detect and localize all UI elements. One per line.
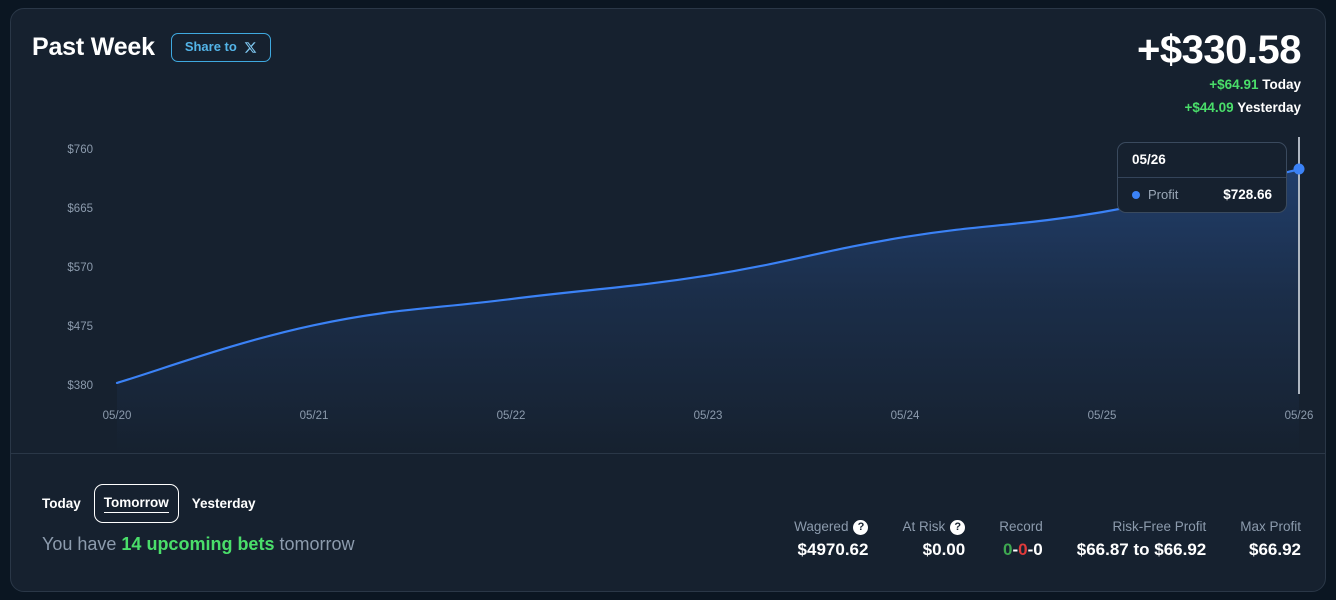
chart-plot-svg [115,168,1301,453]
stat-label: Risk-Free Profit [1077,518,1206,537]
stat-label: Max Profit [1240,518,1301,537]
help-icon[interactable]: ? [853,519,869,535]
chart-point-marker[interactable] [1293,163,1305,175]
yesterday-amount: +$44.09 [1184,99,1234,115]
chart-tooltip: 05/26 Profit $728.66 [1117,142,1287,214]
chart-line-path [115,168,1301,384]
stat-at-risk: At Risk? $0.00 [902,518,966,560]
y-axis-tick: $760 [67,144,93,156]
x-axis-tick: 05/23 [693,410,723,422]
profit-chart-card: Past Week Share to +$330.58 +$64.91 Toda… [10,8,1326,592]
tooltip-series-dot [1132,190,1140,199]
stat-label-text: Max Profit [1240,519,1301,534]
x-axis-tick: 05/25 [1087,410,1117,422]
tooltip-date: 05/26 [1118,143,1286,179]
upcoming-bets-message: You have 14 upcoming bets tomorrow [42,534,354,555]
profit-line-chart[interactable]: $760 $665 $570 $475 $380 05/20 05/21 05/22 05/2… [11,127,1325,453]
upcoming-count-highlight: 14 upcoming bets [121,534,275,554]
tab-tomorrow[interactable]: Tomorrow [93,484,179,523]
card-header: Past Week Share to +$330.58 +$64.91 Toda… [11,9,1325,127]
stat-max-profit: Max Profit $66.92 [1240,518,1301,560]
yesterday-stat: +$44.09 Yesterday [1137,98,1302,118]
day-tabs: Today Tomorrow Yesterday [32,484,266,523]
x-axis-tick: 05/26 [1284,410,1314,422]
y-axis-tick: $570 [67,262,93,274]
chart-area-fill [117,169,1299,453]
tooltip-series-label: Profit [1148,187,1179,203]
stat-label-text: Record [999,519,1043,534]
upcoming-suffix: tomorrow [274,534,355,554]
y-axis-tick: $380 [67,380,93,392]
tab-yesterday[interactable]: Yesterday [182,488,266,520]
y-axis-tick: $475 [67,321,93,333]
tab-label: Today [42,495,81,511]
tab-label: Yesterday [191,495,256,511]
upcoming-prefix: You have [42,534,122,554]
record-part: 0 [1033,539,1043,559]
x-axis-tick: 05/21 [299,410,329,422]
x-twitter-icon [244,41,257,54]
share-to-x-button[interactable]: Share to [170,33,271,62]
stat-value: $66.92 [1249,539,1301,559]
record-part: 0 [1003,539,1013,559]
stat-value: $4970.62 [797,539,869,559]
stat-label-text: Wagered [794,519,849,534]
tooltip-series-value: $728.66 [1223,187,1272,203]
record-part: - [1012,539,1019,559]
today-amount: +$64.91 [1209,77,1259,93]
tooltip-series-row: Profit $728.66 [1118,178,1286,212]
header-left-group: Past Week Share to [32,33,271,62]
tab-label: Tomorrow [103,495,169,513]
stat-risk-free-profit: Risk-Free Profit $66.87 to $66.92 [1077,518,1206,560]
stat-label: At Risk? [902,518,966,537]
share-button-label: Share to [184,39,237,55]
header-totals-group: +$330.58 +$64.91 Today +$44.09 Yesterday [1137,28,1302,118]
record-part: - [1027,539,1034,559]
x-axis: 05/20 05/21 05/22 05/23 05/24 05/25 05/26 [11,127,1325,453]
page-title: Past Week [32,33,155,61]
stat-value: $0.00 [922,539,966,559]
y-axis: $760 $665 $570 $475 $380 [11,127,101,453]
stat-label: Record [999,518,1043,537]
section-divider [11,453,1325,454]
tab-today[interactable]: Today [32,488,91,520]
stat-wagered: Wagered? $4970.62 [794,518,869,560]
stat-label-text: Risk-Free Profit [1112,519,1207,534]
card-footer: Today Tomorrow Yesterday You have 14 upcom… [11,454,1325,591]
x-axis-tick: 05/22 [496,410,526,422]
x-axis-tick: 05/24 [890,410,920,422]
record-part: 0 [1018,539,1028,559]
today-label: Today [1262,77,1301,93]
chart-cursor-line [1298,137,1300,394]
yesterday-label: Yesterday [1237,99,1301,115]
stat-value: 0-0-0 [999,540,1043,560]
stat-record: Record 0-0-0 [999,518,1043,560]
help-icon[interactable]: ? [950,519,966,535]
x-axis-tick: 05/20 [102,410,132,422]
stat-label: Wagered? [794,518,869,537]
stat-value: $66.87 to $66.92 [1076,539,1207,559]
y-axis-tick: $665 [67,203,93,215]
stat-label-text: At Risk [902,519,946,534]
footer-stats: Wagered? $4970.62 At Risk? $0.00 Record 0-0-0… [794,518,1301,560]
grand-total-amount: +$330.58 [1137,28,1301,72]
today-stat: +$64.91 Today [1137,75,1301,95]
